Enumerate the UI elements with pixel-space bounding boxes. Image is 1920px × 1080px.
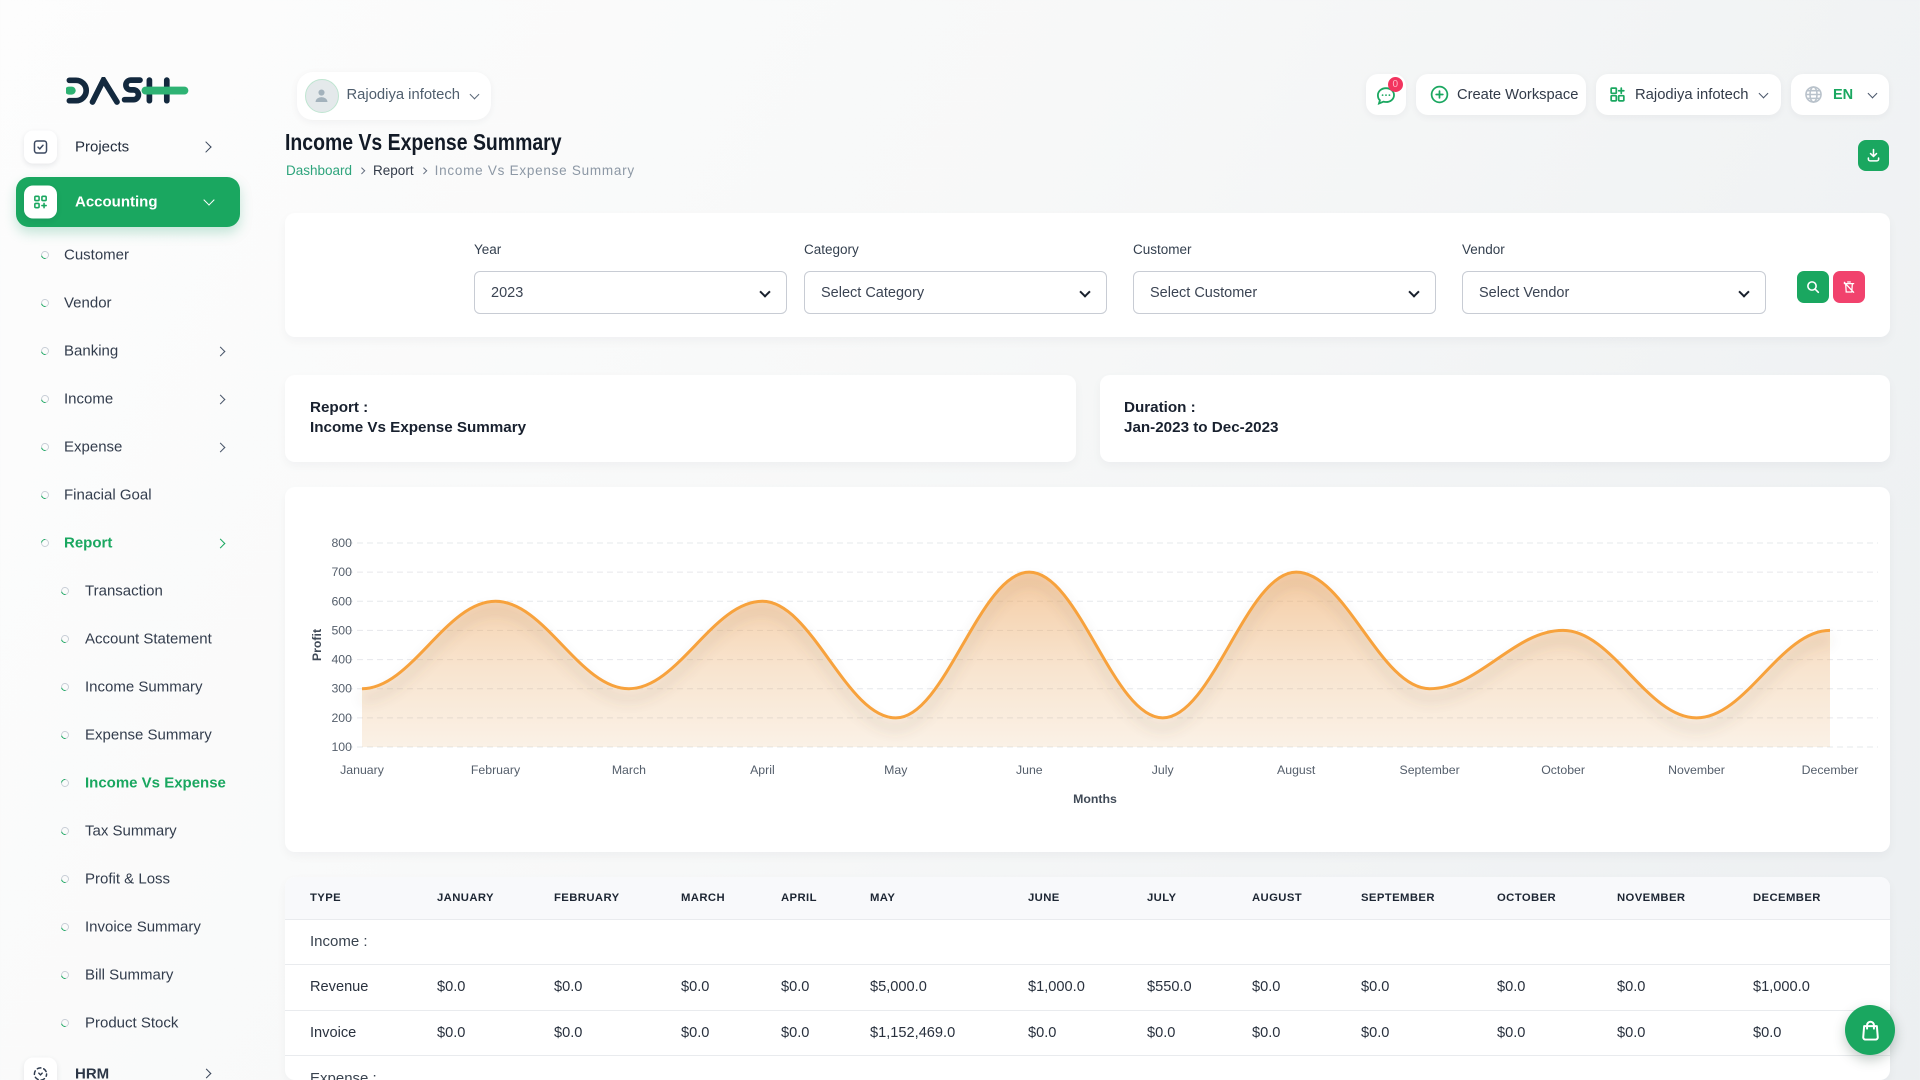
svg-text:February: February xyxy=(471,763,521,777)
svg-text:Profit: Profit xyxy=(310,629,324,661)
svg-text:500: 500 xyxy=(331,623,352,637)
svg-text:200: 200 xyxy=(331,711,352,725)
svg-text:April: April xyxy=(750,763,775,777)
svg-text:400: 400 xyxy=(331,653,352,667)
svg-text:December: December xyxy=(1802,763,1859,777)
svg-text:600: 600 xyxy=(331,594,352,608)
svg-text:March: March xyxy=(612,763,646,777)
svg-text:January: January xyxy=(340,763,385,777)
svg-text:July: July xyxy=(1152,763,1175,777)
svg-text:September: September xyxy=(1400,763,1460,777)
svg-text:June: June xyxy=(1016,763,1043,777)
svg-text:November: November xyxy=(1668,763,1725,777)
svg-text:700: 700 xyxy=(331,565,352,579)
svg-text:May: May xyxy=(884,763,908,777)
svg-text:100: 100 xyxy=(331,740,352,754)
svg-text:August: August xyxy=(1277,763,1316,777)
svg-text:800: 800 xyxy=(331,536,352,550)
svg-text:300: 300 xyxy=(331,682,352,696)
svg-text:Months: Months xyxy=(1073,792,1117,806)
svg-text:October: October xyxy=(1541,763,1585,777)
